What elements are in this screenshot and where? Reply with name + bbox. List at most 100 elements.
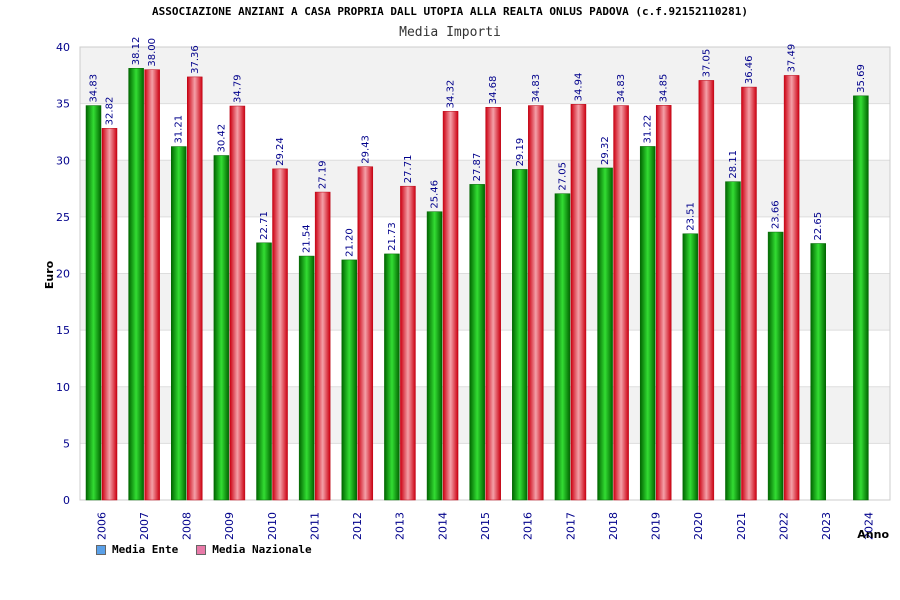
bar-ente — [597, 167, 613, 501]
x-tick-label: 2017 — [564, 512, 577, 540]
bar-ente — [426, 211, 443, 501]
bar-ente — [341, 259, 358, 501]
x-tick-label: 2018 — [607, 512, 620, 540]
y-tick-label: 25 — [56, 211, 70, 224]
x-tick-label: 2019 — [650, 512, 663, 540]
bar-ente — [469, 184, 485, 501]
x-tick-label: 2008 — [181, 512, 194, 540]
y-axis-ticks: 0 5 10 15 20 25 30 35 40 — [56, 41, 70, 507]
y-tick-label: 30 — [56, 154, 70, 167]
bar-ente — [853, 95, 869, 501]
bar-nazionale — [741, 86, 757, 501]
y-tick-label: 5 — [63, 437, 70, 450]
y-tick-label: 35 — [56, 98, 70, 111]
bar-value-label: 27.05 — [557, 162, 568, 191]
bar-ente — [682, 233, 699, 501]
bar-value-label: 32.82 — [105, 97, 116, 126]
bar-value-label: 35.69 — [856, 64, 867, 93]
bar-value-label: 34.68 — [488, 76, 499, 105]
bar-value-label: 34.83 — [531, 74, 542, 103]
bar-ente — [128, 68, 144, 501]
bar-nazionale — [442, 111, 459, 501]
legend-swatch-nazionale — [196, 544, 207, 555]
legend-label-ente: Media Ente — [112, 543, 179, 556]
bar-value-label: 34.32 — [446, 80, 457, 109]
bar-nazionale — [187, 76, 203, 501]
bar-ente — [256, 242, 272, 501]
bar-value-label: 31.21 — [174, 115, 185, 144]
x-tick-label: 2009 — [223, 512, 236, 540]
x-tick-label: 2024 — [863, 512, 876, 540]
x-tick-label: 2022 — [777, 512, 790, 540]
y-tick-label: 40 — [56, 41, 70, 54]
bar-value-label: 38.00 — [147, 38, 158, 67]
y-tick-label: 15 — [56, 324, 70, 337]
x-axis-ticks: 2006 2007 2008 2009 2010 2011 2012 2013 2014 2015… — [95, 512, 875, 540]
bar-value-label: 27.19 — [318, 160, 329, 189]
bar-value-label: 34.83 — [616, 74, 627, 103]
bar-value-label: 30.42 — [216, 124, 227, 153]
bar-value-label: 34.94 — [573, 73, 584, 102]
bar-value-label: 29.32 — [600, 136, 611, 165]
bar-value-label: 27.71 — [403, 155, 414, 184]
bar-ente — [85, 105, 102, 501]
y-tick-label: 10 — [56, 381, 70, 394]
x-tick-label: 2012 — [351, 512, 364, 540]
bar-nazionale — [655, 105, 672, 501]
x-tick-label: 2016 — [522, 512, 535, 540]
bar-value-label: 37.36 — [190, 45, 201, 74]
bar-nazionale — [485, 106, 501, 501]
y-tick-label: 20 — [56, 268, 70, 281]
bar-value-label: 34.85 — [659, 74, 670, 103]
bar-value-label: 37.05 — [701, 49, 712, 78]
legend-label-nazionale: Media Nazionale — [212, 543, 312, 556]
bar-value-label: 25.46 — [430, 180, 441, 209]
bar-nazionale — [272, 168, 288, 501]
bar-ente — [384, 253, 400, 501]
bar-nazionale — [783, 75, 800, 501]
legend-swatch-ente — [96, 544, 106, 555]
bar-value-label: 23.66 — [771, 200, 782, 229]
bar-nazionale — [528, 105, 544, 501]
x-tick-label: 2023 — [820, 512, 833, 540]
bar-nazionale — [101, 128, 118, 501]
bar-ente — [810, 243, 826, 501]
x-tick-label: 2006 — [95, 512, 108, 540]
bar-nazionale — [570, 104, 587, 501]
legend-item-nazionale: Media Nazionale — [196, 543, 312, 556]
bar-value-label: 29.43 — [360, 135, 371, 164]
x-axis-label: Anno — [857, 528, 889, 541]
bar-value-label: 21.54 — [302, 224, 313, 253]
bar-value-label: 21.73 — [387, 222, 398, 251]
x-tick-label: 2015 — [479, 512, 492, 540]
x-tick-label: 2014 — [436, 512, 449, 540]
bar-value-label: 36.46 — [744, 55, 755, 84]
x-tick-label: 2007 — [138, 512, 151, 540]
bar-nazionale — [400, 185, 416, 501]
bar-value-label: 31.22 — [643, 115, 654, 144]
bar-nazionale — [314, 191, 331, 501]
legend: Media Ente Media Nazionale — [96, 543, 312, 556]
bar-value-label: 34.79 — [232, 74, 243, 103]
x-tick-label: 2011 — [308, 512, 321, 540]
bar-value-label: 29.19 — [515, 138, 526, 167]
bar-ente — [512, 169, 528, 501]
chart-title: ASSOCIAZIONE ANZIANI A CASA PROPRIA DALL… — [151, 5, 749, 18]
bar-value-label: 22.65 — [813, 212, 824, 241]
bar-nazionale — [613, 105, 629, 501]
bar-nazionale — [357, 166, 374, 501]
bar-value-label: 22.71 — [259, 211, 270, 240]
bar-nazionale — [144, 69, 160, 501]
chart-subtitle: Media Importi — [399, 25, 501, 40]
x-tick-label: 2020 — [692, 512, 705, 540]
bar-value-label: 27.87 — [472, 153, 483, 182]
bar-value-label: 29.24 — [275, 137, 286, 166]
bar-ente — [767, 231, 784, 501]
bar-ente — [298, 255, 315, 501]
bar-value-label: 23.51 — [685, 202, 696, 231]
x-tick-label: 2010 — [266, 512, 279, 540]
bar-value-label: 38.12 — [131, 37, 142, 66]
bar-ente — [213, 155, 230, 501]
bar-ente — [171, 146, 187, 501]
